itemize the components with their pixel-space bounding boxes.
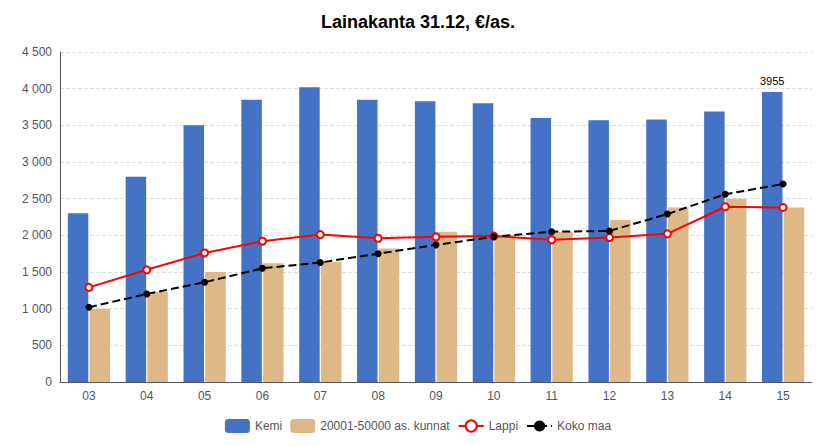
svg-text:1 000: 1 000: [22, 302, 52, 316]
svg-text:3 000: 3 000: [22, 155, 52, 169]
svg-text:4 000: 4 000: [22, 82, 52, 96]
svg-text:04: 04: [140, 389, 154, 403]
svg-text:Lappi: Lappi: [489, 419, 518, 433]
svg-text:09: 09: [429, 389, 443, 403]
svg-text:Lainakanta 31.12, €/as.: Lainakanta 31.12, €/as.: [321, 12, 515, 32]
svg-text:3 500: 3 500: [22, 118, 52, 132]
svg-text:500: 500: [32, 338, 52, 352]
svg-text:12: 12: [603, 389, 617, 403]
svg-text:14: 14: [719, 389, 733, 403]
svg-text:11: 11: [545, 389, 558, 403]
svg-text:0: 0: [45, 375, 52, 389]
svg-text:08: 08: [371, 389, 385, 403]
svg-text:07: 07: [314, 389, 328, 403]
svg-text:10: 10: [487, 389, 501, 403]
svg-text:2 500: 2 500: [22, 192, 52, 206]
svg-text:Kemi: Kemi: [255, 419, 282, 433]
svg-text:4 500: 4 500: [22, 45, 52, 59]
svg-text:Koko maa: Koko maa: [557, 419, 611, 433]
svg-text:3955: 3955: [760, 75, 784, 87]
svg-text:15: 15: [776, 389, 790, 403]
svg-text:03: 03: [82, 389, 96, 403]
svg-text:06: 06: [256, 389, 270, 403]
svg-text:2 000: 2 000: [22, 228, 52, 242]
svg-text:1 500: 1 500: [22, 265, 52, 279]
svg-text:13: 13: [661, 389, 675, 403]
svg-text:05: 05: [198, 389, 212, 403]
svg-text:20001-50000 as. kunnat: 20001-50000 as. kunnat: [320, 419, 450, 433]
